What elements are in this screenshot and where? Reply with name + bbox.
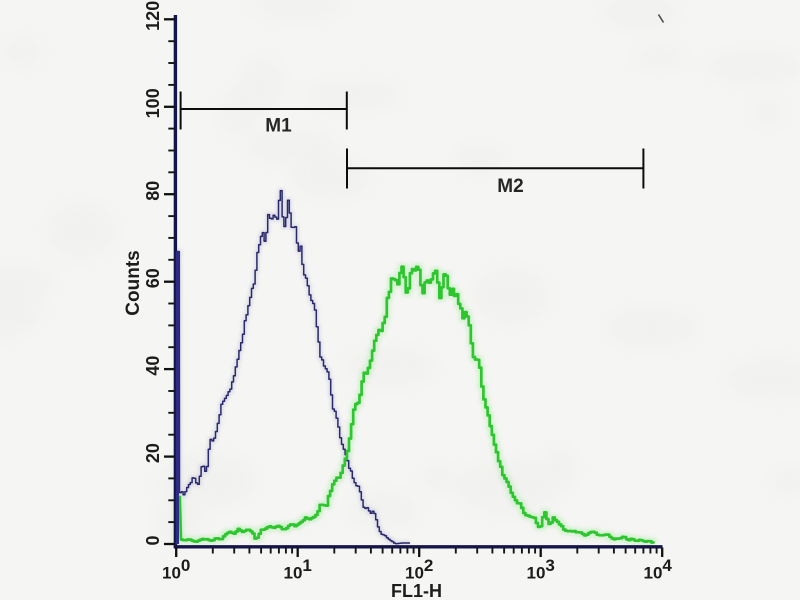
svg-text:FL1-H: FL1-H [391,581,442,600]
svg-text:M1: M1 [265,116,292,137]
svg-text:M2: M2 [497,176,523,197]
svg-text:60: 60 [143,268,163,288]
svg-text:Counts: Counts [123,250,144,315]
svg-text:120: 120 [143,1,163,31]
svg-text:80: 80 [143,181,163,201]
svg-text:40: 40 [143,356,163,376]
svg-text:0: 0 [143,535,163,545]
svg-text:100: 100 [143,88,163,118]
svg-text:20: 20 [143,443,163,463]
